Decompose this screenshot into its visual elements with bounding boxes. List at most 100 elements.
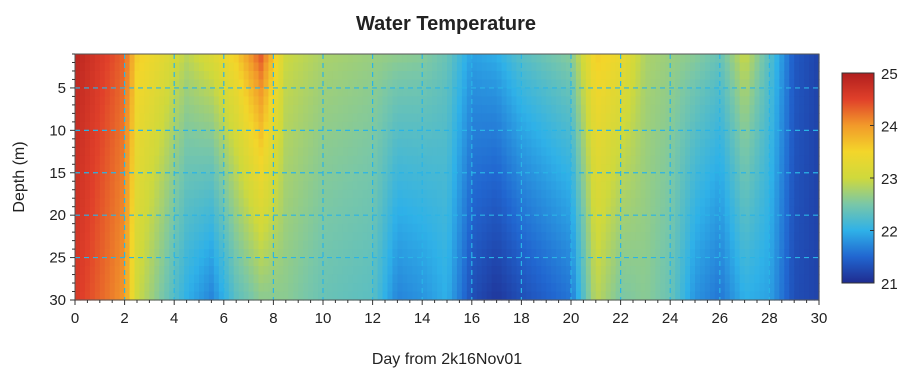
heatmap-cell xyxy=(432,79,438,89)
heatmap-cell xyxy=(640,147,646,157)
heatmap-cell xyxy=(590,181,597,191)
heatmap-cell xyxy=(675,249,681,259)
heatmap-cell xyxy=(233,232,240,242)
heatmap-cell xyxy=(258,257,265,267)
heatmap-cell xyxy=(89,266,96,276)
heatmap-cell xyxy=(456,121,463,131)
heatmap-cell xyxy=(337,164,344,174)
heatmap-cell xyxy=(556,283,562,293)
heatmap-cell xyxy=(387,266,394,276)
x-tick-label: 24 xyxy=(662,310,679,327)
heatmap-cell xyxy=(566,266,572,276)
heatmap-cell xyxy=(248,54,255,64)
heatmap-cell xyxy=(575,249,582,259)
heatmap-cell xyxy=(615,257,622,267)
heatmap-cell xyxy=(144,155,150,165)
heatmap-cell xyxy=(367,54,374,64)
heatmap-cell xyxy=(337,266,344,276)
heatmap-cell xyxy=(784,266,790,276)
heatmap-cell xyxy=(402,274,408,284)
heatmap-cell xyxy=(660,104,666,114)
heatmap-cell xyxy=(804,266,810,276)
heatmap-cell xyxy=(372,291,379,301)
heatmap-cell xyxy=(571,121,577,131)
heatmap-cell xyxy=(640,104,646,114)
heatmap-cell xyxy=(213,181,220,191)
heatmap-cell xyxy=(258,181,265,191)
heatmap-cell xyxy=(794,70,800,81)
heatmap-cell xyxy=(139,206,146,216)
heatmap-cell xyxy=(119,113,126,123)
heatmap-cell xyxy=(382,291,389,301)
heatmap-cell xyxy=(372,121,379,131)
heatmap-cell xyxy=(154,274,160,284)
x-tick-label: 4 xyxy=(170,310,178,327)
heatmap-cell xyxy=(337,155,344,165)
heatmap-cell xyxy=(154,232,160,242)
heatmap-cell xyxy=(323,283,329,293)
heatmap-cell xyxy=(382,96,389,106)
heatmap-cell xyxy=(744,266,751,276)
heatmap-cell xyxy=(571,189,577,199)
heatmap-cell xyxy=(789,87,795,98)
heatmap-cell xyxy=(99,121,106,131)
heatmap-cell xyxy=(357,283,364,293)
heatmap-cell xyxy=(486,189,493,199)
heatmap-cell xyxy=(79,232,86,242)
heatmap-cell xyxy=(327,79,334,89)
heatmap-cell xyxy=(208,232,215,242)
heatmap-cell xyxy=(809,283,815,293)
heatmap-cell xyxy=(397,130,403,140)
heatmap-cell xyxy=(372,266,379,276)
heatmap-cell xyxy=(784,164,790,174)
heatmap-cell xyxy=(685,164,691,174)
heatmap-cell xyxy=(412,215,418,225)
heatmap-cell xyxy=(680,283,686,293)
heatmap-cell xyxy=(327,232,334,242)
heatmap-cell xyxy=(645,274,651,284)
heatmap-cell xyxy=(283,130,289,140)
heatmap-cell xyxy=(437,104,443,114)
heatmap-cell xyxy=(605,283,612,293)
heatmap-cell xyxy=(303,189,309,199)
heatmap-cell xyxy=(600,249,607,259)
heatmap-cell xyxy=(764,206,770,216)
heatmap-cell xyxy=(595,257,602,267)
heatmap-cell xyxy=(352,206,359,216)
heatmap-cell xyxy=(402,164,408,174)
heatmap-cell xyxy=(248,155,255,165)
heatmap-cell xyxy=(536,104,542,114)
heatmap-cell xyxy=(189,54,195,64)
heatmap-cell xyxy=(551,274,557,284)
heatmap-cell xyxy=(699,189,706,199)
heatmap-cell xyxy=(189,198,195,208)
heatmap-cell xyxy=(109,70,116,81)
heatmap-cell xyxy=(804,232,810,242)
heatmap-cell xyxy=(323,147,329,157)
heatmap-cell xyxy=(719,291,726,301)
heatmap-cell xyxy=(536,249,542,259)
heatmap-cell xyxy=(660,223,666,233)
heatmap-cell xyxy=(695,113,701,123)
heatmap-cell xyxy=(189,147,195,157)
heatmap-cell xyxy=(372,215,379,225)
heatmap-cell xyxy=(690,257,696,267)
heatmap-cell xyxy=(99,155,106,165)
heatmap-cell xyxy=(243,198,250,208)
heatmap-cell xyxy=(714,113,721,123)
heatmap-cell xyxy=(427,181,433,191)
heatmap-cell xyxy=(397,87,403,98)
heatmap-cell xyxy=(531,147,537,157)
heatmap-cell xyxy=(293,274,299,284)
heatmap-cell xyxy=(476,104,483,114)
heatmap-cell xyxy=(590,206,597,216)
heatmap-cell xyxy=(620,121,627,131)
heatmap-cell xyxy=(412,249,418,259)
heatmap-cell xyxy=(427,70,433,81)
heatmap-cell xyxy=(94,164,101,174)
heatmap-cell xyxy=(451,181,458,191)
heatmap-cell xyxy=(620,257,627,267)
heatmap-cell xyxy=(719,198,726,208)
heatmap-cell xyxy=(243,130,250,140)
heatmap-cell xyxy=(754,155,761,165)
